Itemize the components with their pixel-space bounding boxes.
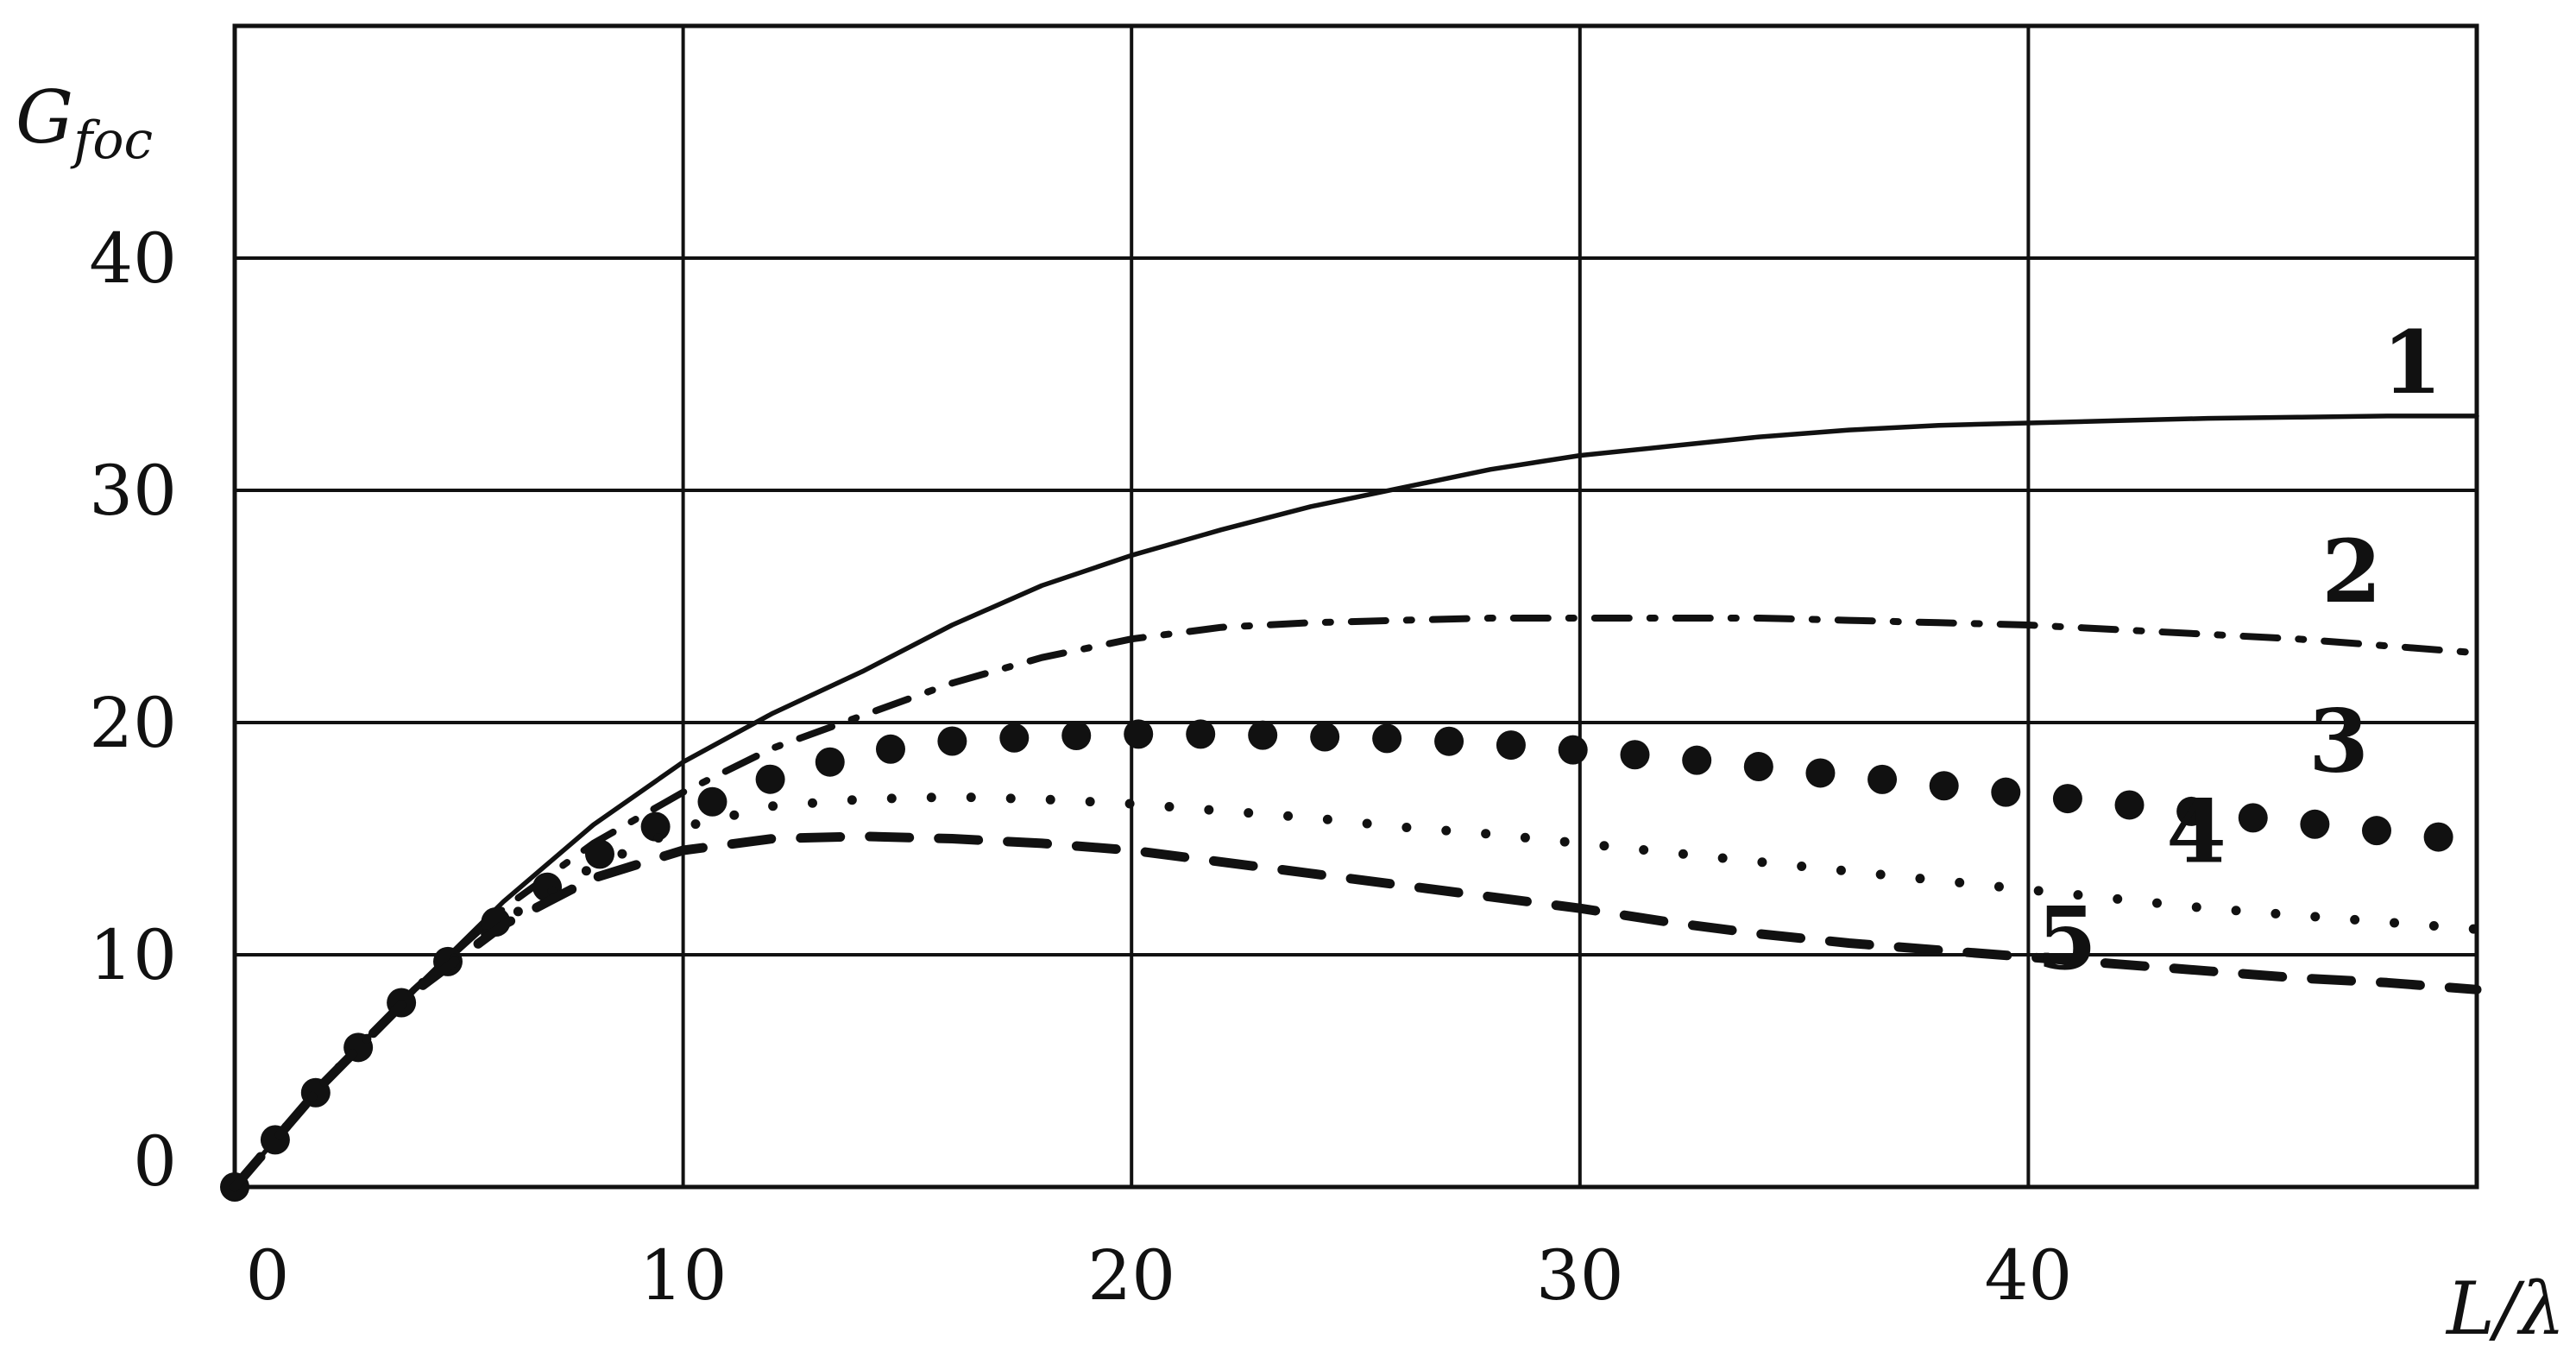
y-tick-label: 10 xyxy=(89,915,177,995)
x-tick-label: 0 xyxy=(246,1235,290,1316)
series-label-2: 2 xyxy=(2321,521,2382,622)
x-tick-label: 10 xyxy=(639,1235,727,1316)
x-tick-label: 40 xyxy=(1985,1235,2073,1316)
series-labels: 1 2 345 xyxy=(2037,312,2442,989)
x-tick-label: 30 xyxy=(1536,1235,1624,1316)
tick-labels: 0 10 20 30 40 0 10 20 30 40 xyxy=(89,218,2072,1316)
series-label-1: 1 xyxy=(2382,312,2442,414)
series-line-3 xyxy=(220,719,2491,1202)
y-axis-label-main: G xyxy=(16,75,73,160)
series-label-5: 5 xyxy=(2037,887,2097,989)
series-label-3: 3 xyxy=(2308,691,2369,792)
y-axis-label: Gfoc xyxy=(16,75,153,171)
series-line-4 xyxy=(230,792,2482,1192)
y-tick-label: 40 xyxy=(89,218,177,299)
series-label-4: 4 xyxy=(2166,780,2226,882)
y-tick-label: 0 xyxy=(133,1121,177,1202)
series-layer xyxy=(220,414,2491,1202)
series-line-2 xyxy=(231,615,2480,1190)
x-axis-label: L/λ xyxy=(2445,1266,2565,1351)
series-line-1 xyxy=(232,414,2479,1190)
series-line-5 xyxy=(230,831,2482,1192)
y-tick-label: 20 xyxy=(89,683,177,763)
x-tick-label: 20 xyxy=(1087,1235,1175,1316)
grid xyxy=(232,23,2479,1190)
y-axis-label-sub: foc xyxy=(70,110,153,171)
y-tick-label: 30 xyxy=(89,451,177,531)
plot-frame xyxy=(232,23,2479,1190)
